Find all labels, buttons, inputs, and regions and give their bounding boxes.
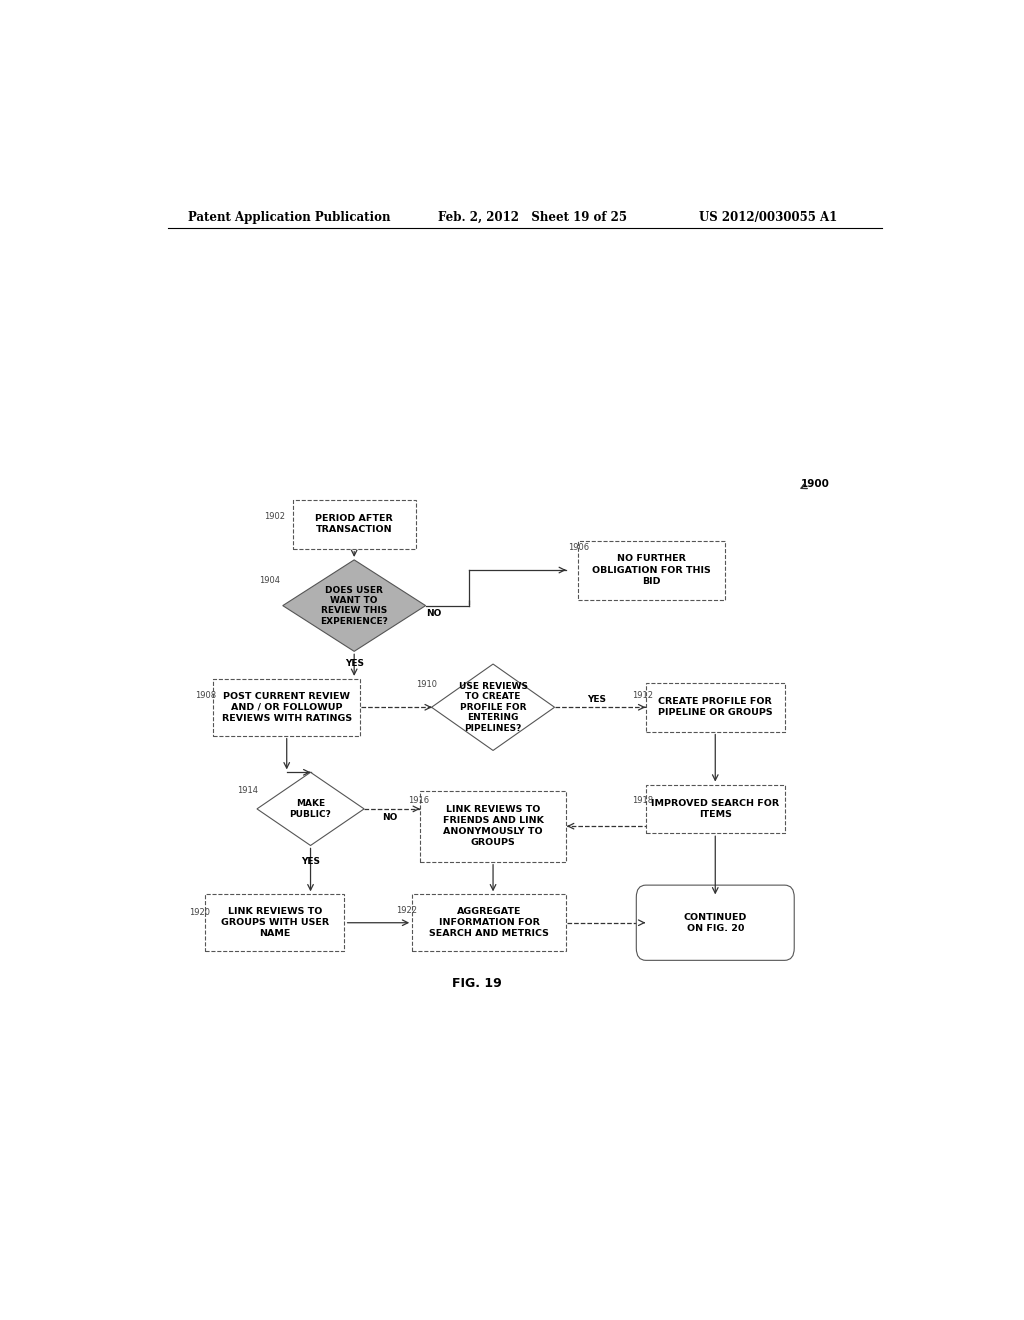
Text: 1910: 1910 [416,680,437,689]
Text: 1914: 1914 [238,787,258,795]
Text: US 2012/0030055 A1: US 2012/0030055 A1 [699,211,838,224]
Text: 1912: 1912 [632,690,653,700]
Polygon shape [283,560,426,651]
Text: IMPROVED SEARCH FOR
ITEMS: IMPROVED SEARCH FOR ITEMS [651,799,779,818]
Text: POST CURRENT REVIEW
AND / OR FOLLOWUP
REVIEWS WITH RATINGS: POST CURRENT REVIEW AND / OR FOLLOWUP RE… [221,692,352,723]
Text: CONTINUED
ON FIG. 20: CONTINUED ON FIG. 20 [684,912,746,933]
Text: YES: YES [345,659,364,668]
Text: 1908: 1908 [196,690,217,700]
Text: LINK REVIEWS TO
GROUPS WITH USER
NAME: LINK REVIEWS TO GROUPS WITH USER NAME [221,907,329,939]
Text: CREATE PROFILE FOR
PIPELINE OR GROUPS: CREATE PROFILE FOR PIPELINE OR GROUPS [658,697,772,717]
Text: YES: YES [587,694,606,704]
Text: 1906: 1906 [568,544,590,552]
FancyBboxPatch shape [213,678,360,735]
FancyBboxPatch shape [420,791,566,862]
Text: FIG. 19: FIG. 19 [453,977,502,990]
Text: 1902: 1902 [264,512,286,520]
Text: NO FURTHER
OBLIGATION FOR THIS
BID: NO FURTHER OBLIGATION FOR THIS BID [593,554,711,586]
FancyBboxPatch shape [646,682,784,731]
Text: 1922: 1922 [396,906,417,915]
Text: Feb. 2, 2012   Sheet 19 of 25: Feb. 2, 2012 Sheet 19 of 25 [437,211,627,224]
FancyBboxPatch shape [293,500,416,549]
Text: PERIOD AFTER
TRANSACTION: PERIOD AFTER TRANSACTION [315,515,393,535]
Text: YES: YES [301,857,321,866]
Text: AGGREGATE
INFORMATION FOR
SEARCH AND METRICS: AGGREGATE INFORMATION FOR SEARCH AND MET… [429,907,549,939]
Text: 1916: 1916 [409,796,429,805]
Text: 1920: 1920 [189,908,210,917]
Text: Patent Application Publication: Patent Application Publication [187,211,390,224]
FancyBboxPatch shape [636,886,795,961]
Text: MAKE
PUBLIC?: MAKE PUBLIC? [290,799,332,818]
Text: USE REVIEWS
TO CREATE
PROFILE FOR
ENTERING
PIPELINES?: USE REVIEWS TO CREATE PROFILE FOR ENTERI… [459,682,527,733]
FancyBboxPatch shape [579,541,725,599]
FancyBboxPatch shape [206,894,344,952]
Text: NO: NO [426,610,441,618]
Text: 1918: 1918 [632,796,653,805]
Polygon shape [431,664,555,751]
Text: 1904: 1904 [259,576,280,585]
Text: NO: NO [382,813,397,821]
FancyBboxPatch shape [412,894,566,952]
Text: 1900: 1900 [801,479,829,488]
FancyBboxPatch shape [646,784,784,833]
Text: LINK REVIEWS TO
FRIENDS AND LINK
ANONYMOUSLY TO
GROUPS: LINK REVIEWS TO FRIENDS AND LINK ANONYMO… [442,805,544,847]
Text: DOES USER
WANT TO
REVIEW THIS
EXPERIENCE?: DOES USER WANT TO REVIEW THIS EXPERIENCE… [321,586,388,626]
Polygon shape [257,772,365,846]
